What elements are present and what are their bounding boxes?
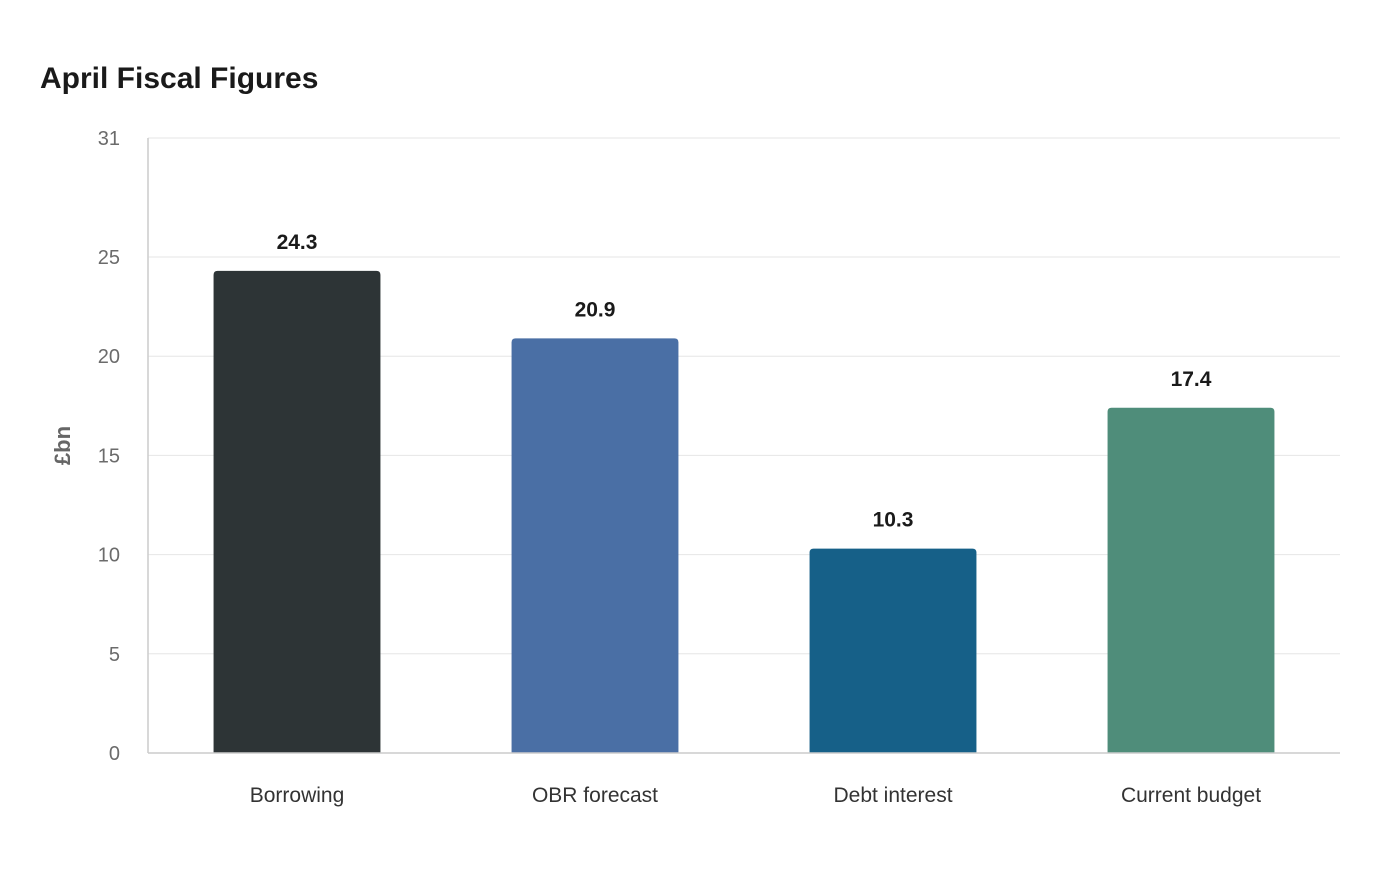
data-label: 17.4 (1171, 368, 1212, 391)
bar-obr-forecast (511, 338, 679, 753)
data-label: 20.9 (575, 298, 616, 321)
x-category-label: Borrowing (250, 784, 345, 807)
x-category-label: OBR forecast (532, 784, 658, 807)
y-tick-label: 15 (98, 445, 120, 467)
y-tick-label: 10 (98, 545, 120, 567)
y-tick-label: 25 (98, 247, 120, 269)
x-category-label: Current budget (1121, 784, 1261, 807)
bars (213, 270, 1275, 753)
x-axis-categories: Borrowing OBR forecast Debt interest Curren… (250, 784, 1261, 807)
y-tick-label: 20 (98, 346, 120, 368)
data-label: 10.3 (873, 509, 914, 532)
y-tick-label: 31 (98, 128, 120, 150)
bar-debt-interest (809, 548, 977, 753)
x-category-label: Debt interest (833, 784, 952, 807)
y-tick-label: 5 (109, 644, 120, 666)
value-labels: 24.3 20.9 10.3 17.4 (277, 231, 1212, 532)
data-label: 24.3 (277, 231, 318, 254)
y-axis-title: £bn (50, 426, 75, 465)
y-tick-label: 0 (109, 743, 120, 765)
y-axis-ticks: 0 5 10 15 20 25 31 (98, 128, 120, 765)
chart-title: April Fiscal Figures (40, 62, 319, 95)
bar-current-budget (1107, 407, 1275, 753)
bar-borrowing (213, 270, 381, 753)
